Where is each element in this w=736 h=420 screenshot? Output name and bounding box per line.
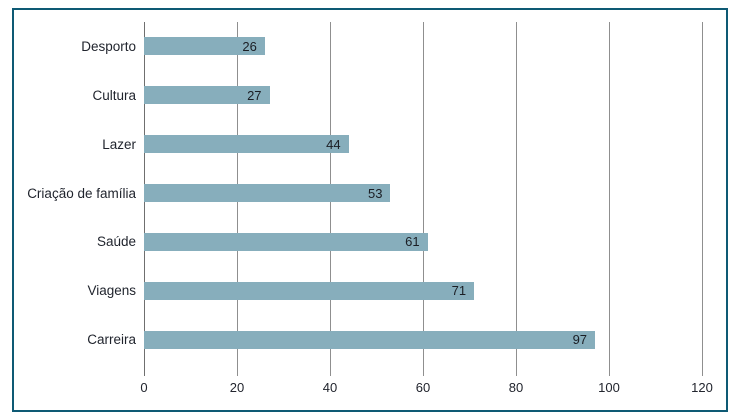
category-label: Desporto (81, 38, 136, 54)
bar-row: 61 (144, 217, 702, 266)
x-tick-label: 20 (229, 380, 245, 395)
category-label: Viagens (87, 283, 136, 299)
bar-value-label: 61 (405, 234, 420, 250)
bar-row: 44 (144, 120, 702, 169)
gridline (609, 22, 610, 376)
bar: 53 (144, 184, 391, 202)
gridline (423, 22, 424, 376)
bar: 26 (144, 37, 265, 56)
x-axis-tick-labels: 0 20 40 60 80 100 120 (140, 380, 712, 398)
category-row: Desporto (14, 22, 136, 71)
category-row: Lazer (14, 120, 136, 169)
bar-value-label: 27 (247, 87, 262, 103)
x-tick-label: 100 (598, 380, 620, 395)
plot-area: 26 27 44 53 61 71 97 (144, 22, 703, 376)
bar: 71 (144, 281, 475, 300)
bar-value-label: 53 (367, 185, 383, 201)
bar-row: 97 (144, 315, 702, 364)
x-tick-label: 60 (415, 380, 431, 395)
gridline (702, 22, 703, 376)
x-tick-label: 120 (691, 380, 713, 395)
category-row: Cultura (14, 71, 136, 120)
category-label: Cultura (92, 87, 136, 103)
x-tick-label: 40 (322, 380, 338, 395)
x-tick-label: 0 (140, 380, 148, 395)
bar: 97 (144, 330, 596, 349)
bar-row: 26 (144, 22, 702, 71)
category-row: Saúde (14, 217, 136, 266)
category-row: Carreira (14, 315, 136, 364)
category-row: Viagens (14, 266, 136, 315)
gridline (516, 22, 517, 376)
chart-frame: Desporto Cultura Lazer Criação de família Sa… (12, 8, 728, 412)
category-label: Saúde (96, 234, 136, 250)
category-axis: Desporto Cultura Lazer Criação de família Sa… (14, 22, 136, 364)
bar-row: 53 (144, 169, 702, 218)
category-label: Lazer (102, 136, 136, 152)
bar: 44 (144, 135, 349, 154)
bar-row: 71 (144, 266, 702, 315)
category-row: Criação de família (14, 169, 136, 218)
bar-value-label: 71 (451, 283, 467, 299)
bar-value-label: 97 (572, 332, 588, 348)
x-tick-label: 80 (508, 380, 524, 395)
category-label: Criação de família (27, 185, 136, 201)
bar-value-label: 26 (242, 38, 257, 54)
bar: 27 (144, 86, 270, 105)
bar-row: 27 (144, 71, 702, 120)
bars-container: 26 27 44 53 61 71 97 (144, 22, 702, 364)
bar: 61 (144, 232, 428, 251)
category-label: Carreira (87, 332, 136, 348)
bar-value-label: 44 (326, 136, 341, 152)
